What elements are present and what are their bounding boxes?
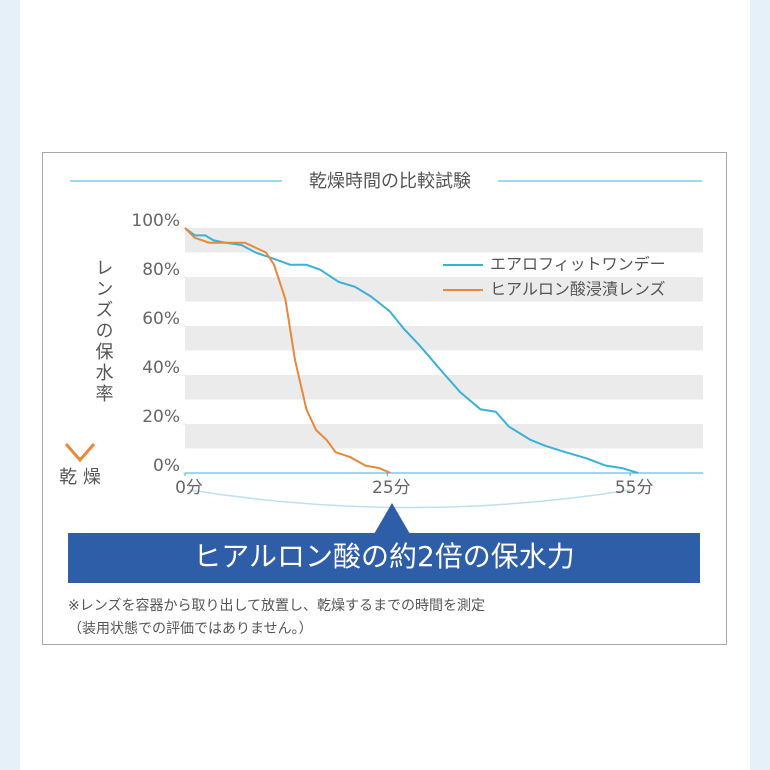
series-line [184,227,391,474]
x-tick-label: 0分 [175,478,203,498]
y-arrowhead [64,443,96,463]
grid-band [185,228,703,253]
footnote: ※レンズを容器から取り出して放置し、乾燥するまでの時間を測定 [68,597,485,614]
banner-pointer [374,503,410,534]
y-tick-label: 20% [142,407,180,427]
legend-label: ヒアルロン酸浸漬レンズ [490,280,666,299]
bracket [189,489,631,509]
grid-band [185,424,703,449]
banner [68,533,700,583]
x-tick-label: 25分 [372,478,411,498]
series-line [184,227,639,474]
legend-label: エアロフィットワンデー [490,255,666,274]
x-tick-label: 55分 [615,478,654,498]
banner-text: ヒアルロン酸の約2倍の保水力 [193,540,575,573]
y-tick-label: 0% [153,456,180,476]
y-tick-label: 80% [142,260,180,280]
y-tick-label: 60% [142,309,180,329]
y-tick-label: 40% [142,358,180,378]
plot: 0% 20% 40% 60% 80% 100% 0分 25分 55分 エアロフィットワンデーヒアル… [131,211,703,498]
dry-label: 乾 燥 [59,467,101,488]
y-tick-label: 100% [131,211,180,231]
footnote: （装用状態での評価ではありません。） [68,621,313,637]
grid-band [185,326,703,351]
y-axis-label: レンズの保水率 [93,258,114,405]
chart-title: 乾燥時間の比較試験 [309,171,471,192]
grid-band [185,375,703,400]
